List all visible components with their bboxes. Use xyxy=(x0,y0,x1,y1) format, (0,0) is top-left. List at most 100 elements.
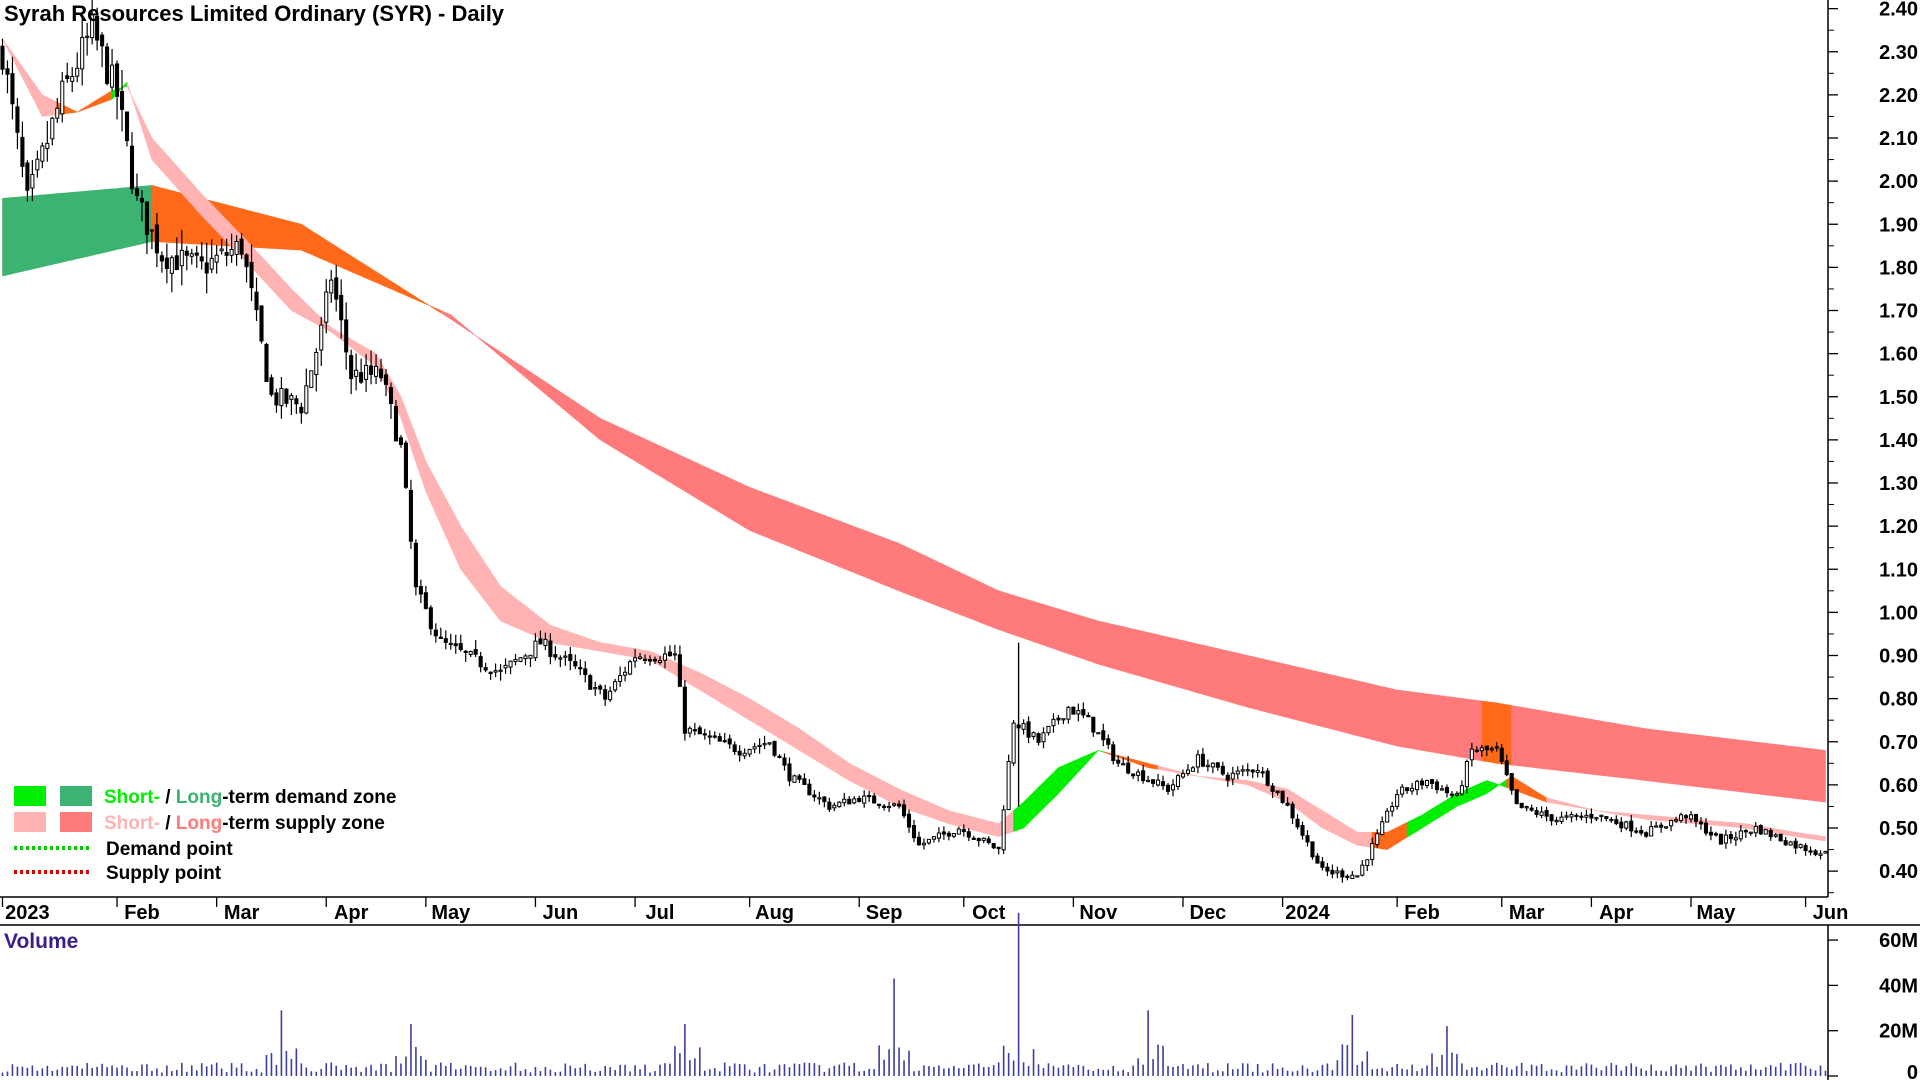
candle xyxy=(503,658,508,674)
candle xyxy=(124,111,130,147)
legend-item: Short- / Long-term supply zone xyxy=(14,812,385,834)
candle xyxy=(976,837,981,847)
candle xyxy=(60,72,65,123)
candle xyxy=(633,648,638,668)
candle xyxy=(1011,719,1016,766)
candle xyxy=(75,52,80,83)
candle xyxy=(209,239,214,274)
candle xyxy=(1215,761,1220,771)
candle xyxy=(727,734,732,749)
price-tick-label: 2.30 xyxy=(1879,42,1918,64)
candle xyxy=(20,121,25,178)
candle xyxy=(1345,874,1350,881)
candle xyxy=(1151,779,1156,788)
candle xyxy=(0,38,5,75)
candle xyxy=(1504,754,1509,777)
candle xyxy=(613,678,618,693)
candle xyxy=(254,277,259,322)
candle xyxy=(692,722,697,736)
candle xyxy=(852,796,857,805)
candle xyxy=(1808,846,1813,856)
candle xyxy=(1375,829,1380,848)
candle xyxy=(1509,773,1514,795)
candle xyxy=(259,305,264,344)
candle xyxy=(1051,713,1056,733)
candle xyxy=(1031,731,1036,740)
time-tick-label: Mar xyxy=(224,902,260,924)
candle xyxy=(1111,741,1116,765)
candle xyxy=(1609,817,1614,823)
candle xyxy=(95,7,100,51)
candle xyxy=(872,793,877,804)
candle xyxy=(1758,824,1763,835)
candle xyxy=(30,159,35,202)
candle xyxy=(1220,761,1225,776)
candle xyxy=(707,730,712,745)
candle xyxy=(1041,727,1046,749)
candle xyxy=(1026,716,1031,744)
candle xyxy=(344,302,349,370)
price-tick-label: 1.60 xyxy=(1879,344,1918,366)
candle xyxy=(677,645,682,687)
legend-item: Short- / Long-term demand zone xyxy=(14,786,396,808)
candle xyxy=(1086,712,1091,718)
candle xyxy=(1355,875,1360,878)
candle xyxy=(996,846,1001,855)
candle xyxy=(1798,843,1803,849)
candle xyxy=(1639,825,1644,836)
candle xyxy=(662,646,667,669)
candle xyxy=(1634,827,1639,834)
candle xyxy=(1708,826,1713,841)
candle xyxy=(85,22,90,56)
candle xyxy=(747,748,752,757)
candle xyxy=(169,255,174,293)
volume-panel: Volume 60M 40M 20M 0 xyxy=(1,912,1918,1080)
candle xyxy=(139,190,145,222)
candle xyxy=(657,656,663,665)
candle xyxy=(1743,828,1748,838)
candle xyxy=(941,826,946,840)
candle xyxy=(448,633,453,650)
candle xyxy=(887,801,892,812)
candle xyxy=(1165,782,1171,795)
candle xyxy=(1415,779,1420,796)
candle xyxy=(1136,769,1141,782)
candle xyxy=(388,382,394,419)
time-tick-label: 2023 xyxy=(5,902,50,924)
candle xyxy=(423,585,428,610)
candle xyxy=(1813,849,1818,857)
candle xyxy=(40,142,45,169)
candle xyxy=(906,809,912,833)
candle xyxy=(812,790,817,802)
candle xyxy=(1604,816,1609,822)
candle xyxy=(1569,811,1574,823)
candle xyxy=(672,644,677,661)
candle xyxy=(1046,725,1051,736)
candle xyxy=(543,632,548,650)
candle xyxy=(189,248,194,265)
zones-layer xyxy=(2,38,1826,850)
candle xyxy=(1484,745,1489,757)
candle xyxy=(757,738,762,754)
price-tick-label: 0.70 xyxy=(1879,732,1918,754)
candle xyxy=(1081,702,1086,719)
candle xyxy=(403,440,408,490)
legend-swatch-short xyxy=(14,786,46,806)
candle xyxy=(418,579,423,604)
candle xyxy=(1474,746,1479,753)
candle xyxy=(588,673,593,690)
price-tick-label: 0.40 xyxy=(1879,861,1918,883)
candle xyxy=(877,803,882,809)
candle xyxy=(1265,768,1270,787)
candle xyxy=(1106,734,1111,750)
price-tick-label: 1.80 xyxy=(1879,257,1918,279)
candle xyxy=(1205,759,1210,772)
candle xyxy=(100,32,105,68)
candle xyxy=(194,245,199,268)
candle xyxy=(1340,868,1345,883)
price-tick-label: 1.50 xyxy=(1879,387,1918,409)
candle xyxy=(1091,716,1096,737)
candle xyxy=(279,376,284,419)
candle xyxy=(1564,811,1569,820)
candle xyxy=(45,121,50,162)
